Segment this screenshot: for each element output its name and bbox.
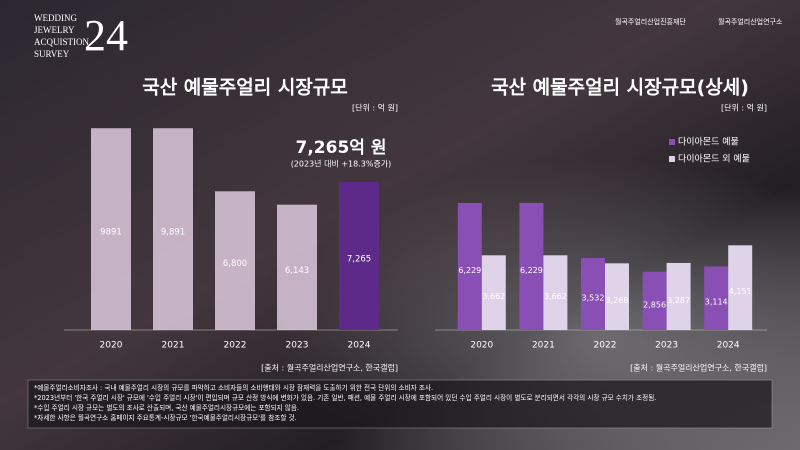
legend-swatch (669, 139, 675, 145)
annotation-sub: (2023년 대비 +18.3%증가) (291, 159, 392, 169)
x-tick-label: 2024 (348, 341, 371, 351)
value-label: 6,229 (520, 266, 543, 275)
unit-label: [단위 : 억 원] (352, 103, 398, 113)
bar (277, 204, 317, 330)
value-label: 7,265 (347, 254, 371, 264)
x-tick-label: 2020 (100, 341, 123, 351)
x-tick-label: 2020 (470, 341, 493, 351)
x-tick-label: 2021 (532, 341, 555, 351)
x-tick-label: 2022 (594, 341, 617, 351)
value-label: 4,151 (729, 287, 752, 296)
logo-year: 24 (84, 11, 128, 60)
bar (704, 266, 729, 330)
bar (481, 255, 506, 330)
bar (519, 202, 544, 330)
chart-title: 국산 예물주얼리 시장규모 (142, 77, 348, 99)
value-label: 6,229 (458, 266, 481, 275)
x-tick-label: 2023 (655, 341, 678, 351)
bar (153, 128, 193, 330)
note: *2023년부터 '한국 주얼리 시장' 규모에 '수입 주얼리 시장'이 편입… (34, 393, 656, 402)
org-name: 월곡주얼리산업진흥재단 (615, 17, 686, 26)
bar (543, 255, 568, 330)
x-tick-label: 2023 (286, 341, 309, 351)
legend-label: 다이아몬드 외 예물 (678, 153, 750, 165)
legend-swatch (669, 156, 675, 162)
value-label: 3,662 (544, 292, 567, 301)
logo-line: ACQUISTION (34, 37, 89, 47)
bar (642, 271, 667, 330)
notes-box (27, 379, 773, 429)
source: [출처 : 월곡주얼리산업연구소, 한국갤럽] (630, 363, 767, 373)
bar (215, 191, 255, 330)
value-label: 3,114 (705, 298, 728, 307)
bar (91, 128, 131, 330)
value-label: 6,800 (223, 259, 247, 269)
annotation: 7,265억 원 (296, 138, 387, 158)
x-tick-label: 2024 (717, 341, 740, 351)
bar (457, 202, 482, 330)
logo-line: WEDDING (34, 13, 77, 23)
bar (581, 257, 605, 330)
chart-title: 국산 예물주얼리 시장규모(상세) (491, 77, 749, 99)
value-label: 6,143 (285, 266, 309, 276)
note: *자세한 사항은 월곡연구소 홈페이지 주요통계-시장규모 '한국예물주얼리시장… (34, 413, 297, 422)
bar (339, 181, 379, 330)
note: *예물주얼리소비자조사 : 국내 예물주얼리 시장의 규모를 파악하고 소비자들… (34, 383, 433, 392)
value-label: 9891 (100, 228, 122, 238)
bar (605, 263, 629, 330)
value-label: 3,268 (606, 296, 629, 305)
value-label: 9,891 (161, 228, 185, 238)
unit-label: [단위 : 억 원] (721, 103, 767, 113)
logo-line: JEWELRY (34, 25, 75, 35)
x-tick-label: 2022 (224, 341, 247, 351)
bar (666, 262, 691, 330)
x-tick-label: 2021 (162, 341, 185, 351)
logo: WEDDING JEWELRY ACQUISTION SURVEY 24 (34, 11, 128, 60)
logo-line: SURVEY (34, 49, 70, 59)
source: [출처 : 월곡주얼리산업연구소, 한국갤럽] (261, 363, 398, 373)
value-label: 3,532 (582, 293, 605, 302)
legend-label: 다이아몬드 예물 (678, 137, 739, 148)
value-label: 3,287 (667, 296, 690, 305)
value-label: 3,662 (482, 292, 505, 301)
org-name: 월곡주얼리산업연구소 (718, 17, 783, 26)
note: *수입 주얼리 시장 규모는 별도의 조사로 산출되며, 국산 예물주얼리시장규… (34, 403, 299, 412)
value-label: 2,856 (643, 300, 666, 309)
bar (728, 245, 753, 330)
notes: *예물주얼리소비자조사 : 국내 예물주얼리 시장의 규모를 파악하고 소비자들… (34, 383, 656, 422)
